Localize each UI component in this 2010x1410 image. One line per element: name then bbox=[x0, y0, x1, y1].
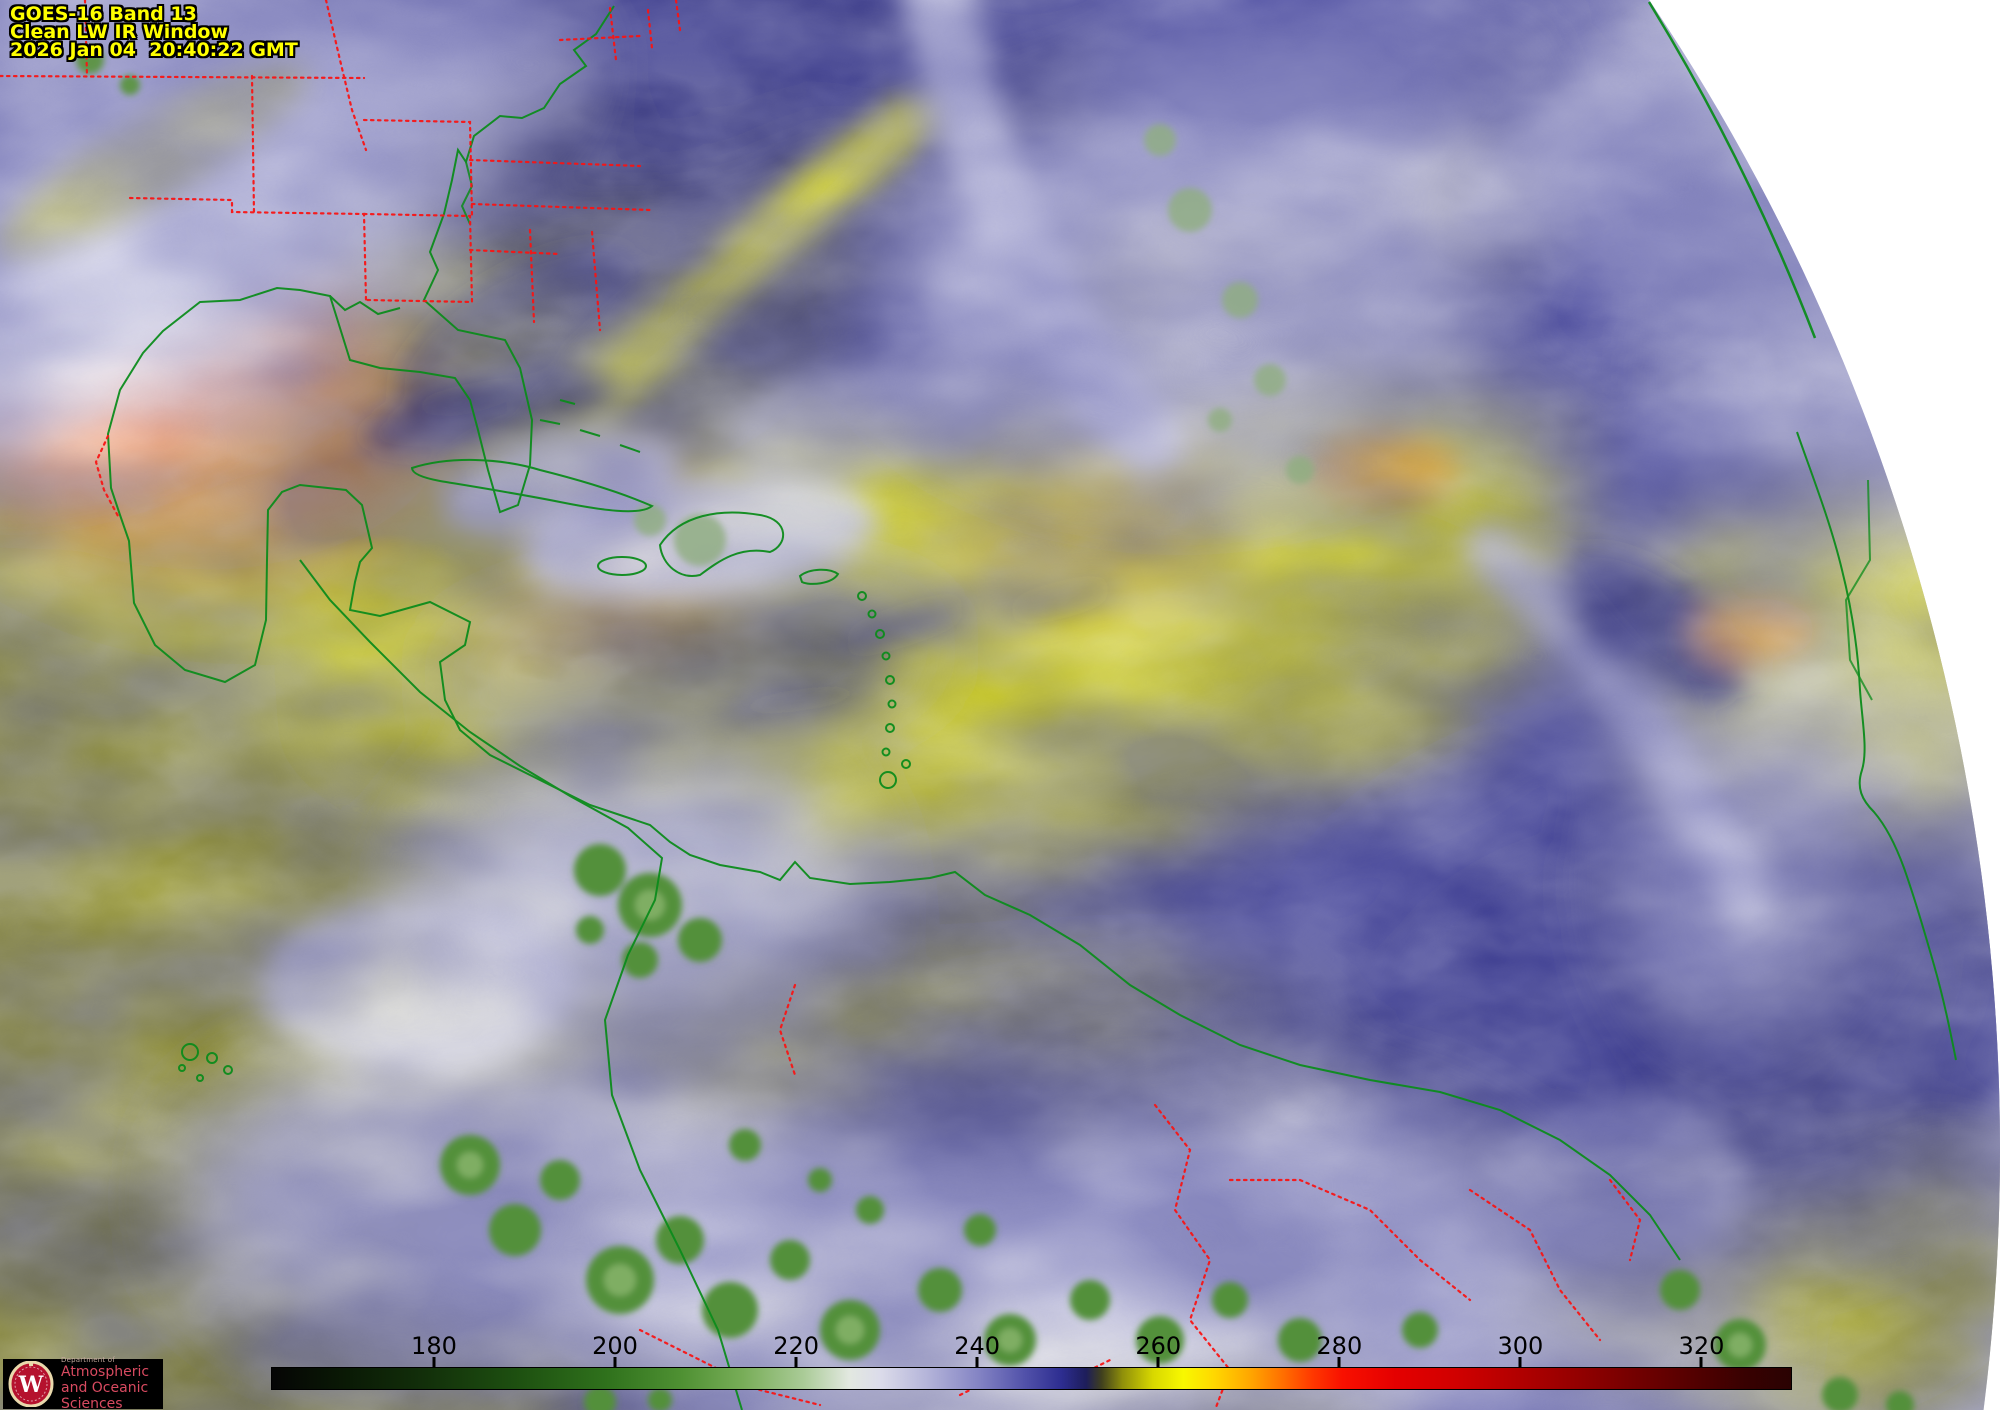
logo-department-line: Department of bbox=[61, 1356, 115, 1364]
convection-blobs bbox=[76, 46, 1914, 1410]
colorbar-label-300: 300 bbox=[1497, 1332, 1544, 1360]
timestamp: 2026 Jan 04 20:40:22 GMT bbox=[10, 39, 298, 61]
image-title-overlay: GOES-16 Band 13 Clean LW IR Window 2026 … bbox=[10, 3, 298, 61]
colorbar-tick bbox=[1156, 1357, 1160, 1367]
colorbar-tick bbox=[1518, 1357, 1522, 1367]
colorbar-label-180: 180 bbox=[411, 1332, 457, 1360]
colorbar-tick bbox=[794, 1357, 798, 1367]
colorbar-tick bbox=[1699, 1357, 1703, 1367]
product-title: Clean LW IR Window bbox=[10, 21, 229, 43]
colorbar-label-220: 220 bbox=[773, 1332, 819, 1360]
colorbar-label-260: 260 bbox=[1135, 1332, 1182, 1360]
svg-text:W: W bbox=[18, 1372, 44, 1398]
logo-line-2: and Oceanic Sciences bbox=[61, 1380, 149, 1410]
uw-crest-icon: W bbox=[8, 1361, 54, 1407]
satellite-band-title: GOES-16 Band 13 bbox=[10, 3, 197, 25]
colorbar-label-240: 240 bbox=[954, 1332, 1001, 1360]
colorbar-scale: 180 200 220 240 260 280 300 320 bbox=[271, 1332, 1792, 1392]
coastlines bbox=[106, 5, 1957, 1410]
limb-arc bbox=[1647, 1, 1817, 339]
colorbar-tick bbox=[1337, 1357, 1341, 1367]
logo-line-1: Atmospheric bbox=[61, 1364, 150, 1380]
colorbar-tick bbox=[432, 1357, 436, 1367]
colorbar-label-320: 320 bbox=[1678, 1332, 1725, 1360]
colorbar-tick bbox=[613, 1357, 617, 1367]
colorbar-label-280: 280 bbox=[1316, 1332, 1363, 1360]
aos-logo: W Department of Atmospheric and Oceanic … bbox=[3, 1356, 163, 1410]
aos-logo-text: Department of Atmospheric and Oceanic Sc… bbox=[61, 1356, 163, 1410]
colorbar-tick bbox=[975, 1357, 979, 1367]
temperature-colorbar: 180 200 220 240 260 280 300 320 bbox=[271, 1332, 1792, 1392]
colorbar-label-200: 200 bbox=[592, 1332, 638, 1360]
colorbar-gradient bbox=[271, 1367, 1792, 1390]
